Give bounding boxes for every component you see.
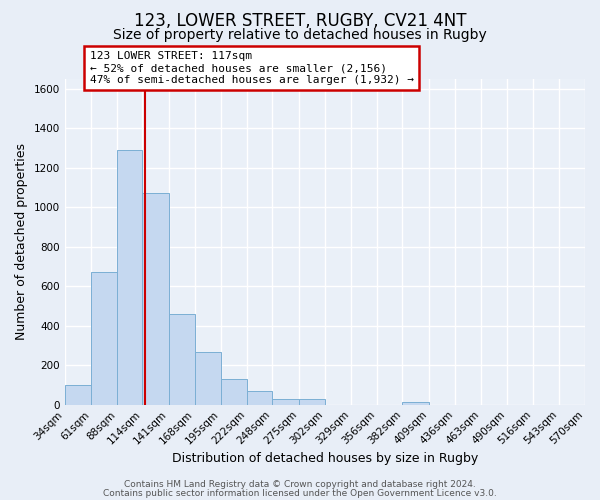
Bar <box>65 385 91 404</box>
Text: Size of property relative to detached houses in Rugby: Size of property relative to detached ho… <box>113 28 487 42</box>
Y-axis label: Number of detached properties: Number of detached properties <box>15 143 28 340</box>
Bar <box>142 194 169 404</box>
Bar <box>117 150 142 405</box>
Bar <box>221 379 247 404</box>
Bar <box>403 402 429 404</box>
Bar <box>91 272 117 404</box>
Bar <box>272 399 299 404</box>
Text: 123, LOWER STREET, RUGBY, CV21 4NT: 123, LOWER STREET, RUGBY, CV21 4NT <box>134 12 466 30</box>
Text: Contains HM Land Registry data © Crown copyright and database right 2024.: Contains HM Land Registry data © Crown c… <box>124 480 476 489</box>
Bar <box>247 391 272 404</box>
X-axis label: Distribution of detached houses by size in Rugby: Distribution of detached houses by size … <box>172 452 478 465</box>
Bar <box>169 314 195 404</box>
Bar <box>195 352 221 405</box>
Text: Contains public sector information licensed under the Open Government Licence v3: Contains public sector information licen… <box>103 488 497 498</box>
Text: 123 LOWER STREET: 117sqm
← 52% of detached houses are smaller (2,156)
47% of sem: 123 LOWER STREET: 117sqm ← 52% of detach… <box>90 52 414 84</box>
Bar <box>299 399 325 404</box>
